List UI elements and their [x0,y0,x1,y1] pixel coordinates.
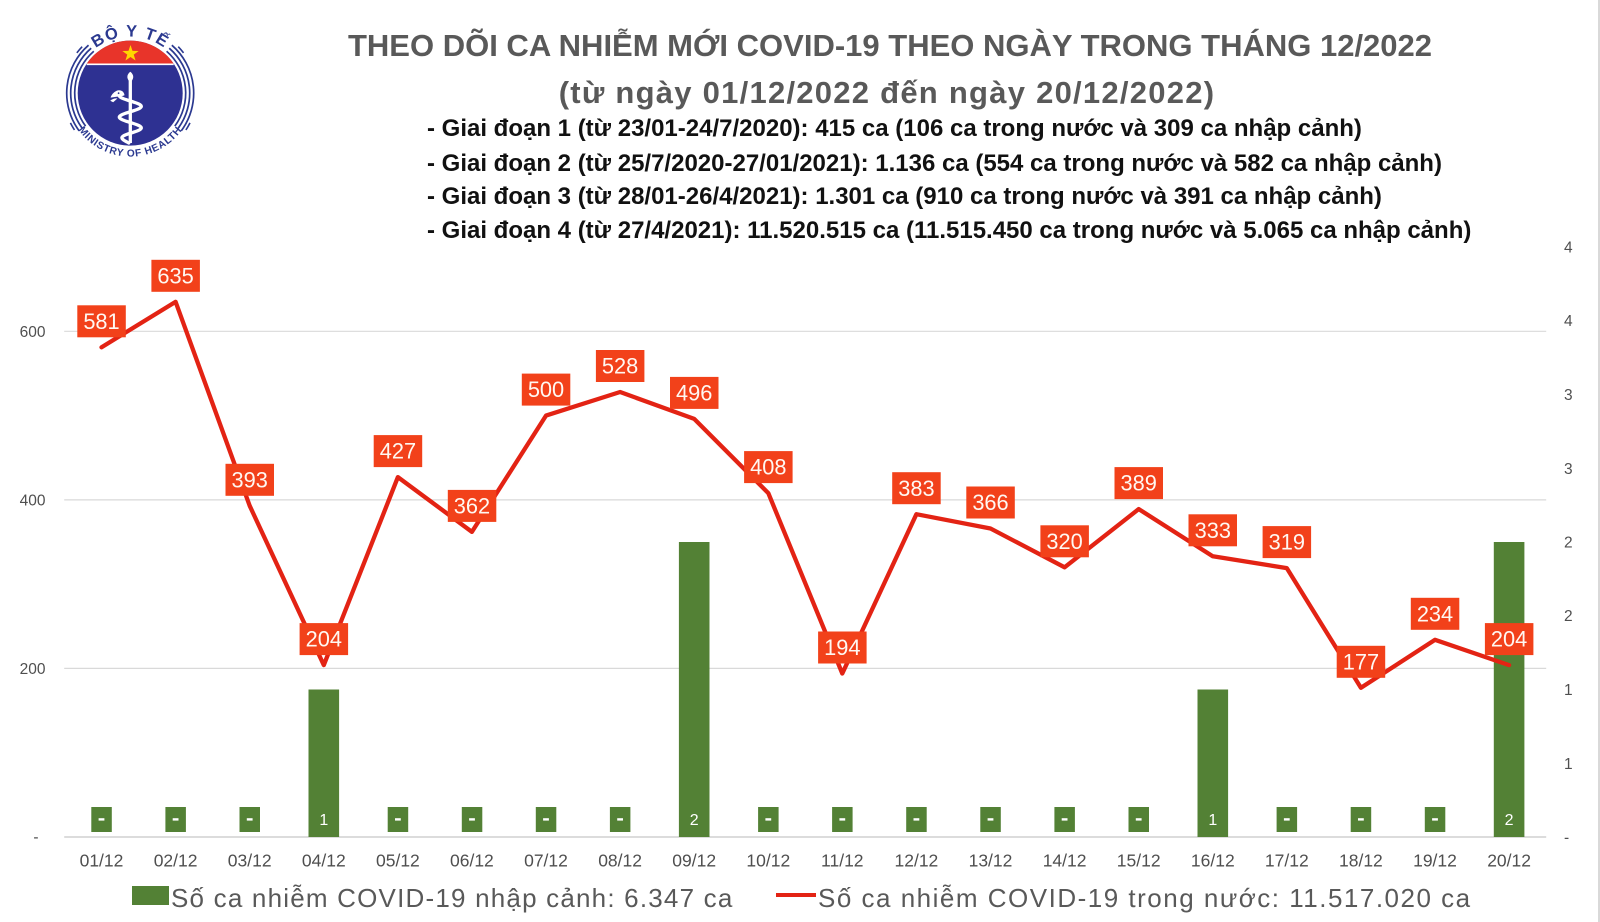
svg-text:200: 200 [20,661,46,678]
svg-text:2: 2 [1505,812,1514,829]
svg-text:528: 528 [602,354,638,379]
svg-text:07/12: 07/12 [524,851,568,871]
svg-text:12/12: 12/12 [895,851,939,871]
svg-text:1: 1 [1564,682,1573,699]
svg-text:204: 204 [306,627,342,652]
svg-text:635: 635 [157,263,193,288]
svg-text:389: 389 [1121,471,1157,496]
svg-text:177: 177 [1343,649,1379,674]
svg-text:13/12: 13/12 [969,851,1013,871]
svg-text:-: - [1564,830,1569,847]
svg-text:366: 366 [972,490,1008,515]
svg-text:1: 1 [1564,756,1573,773]
svg-text:04/12: 04/12 [302,851,346,871]
svg-text:03/12: 03/12 [228,851,272,871]
svg-text:1: 1 [319,812,328,829]
svg-text:2: 2 [690,812,699,829]
svg-text:3: 3 [1564,387,1573,404]
svg-text:320: 320 [1046,529,1082,554]
svg-text:393: 393 [232,467,268,492]
svg-text:17/12: 17/12 [1265,851,1309,871]
svg-text:14/12: 14/12 [1043,851,1087,871]
svg-text:600: 600 [20,324,46,341]
svg-text:400: 400 [20,492,46,509]
svg-text:319: 319 [1269,530,1305,555]
svg-text:10/12: 10/12 [746,851,790,871]
svg-text:194: 194 [824,635,860,660]
svg-text:4: 4 [1564,240,1573,257]
svg-text:427: 427 [380,439,416,464]
svg-text:362: 362 [454,494,490,519]
svg-text:581: 581 [83,309,119,334]
svg-text:333: 333 [1195,518,1231,543]
svg-text:16/12: 16/12 [1191,851,1235,871]
svg-text:-: - [33,829,38,846]
svg-text:204: 204 [1491,627,1527,652]
svg-text:3: 3 [1564,461,1573,478]
svg-text:08/12: 08/12 [598,851,642,871]
svg-text:383: 383 [898,476,934,501]
svg-text:05/12: 05/12 [376,851,420,871]
svg-text:2: 2 [1564,608,1573,625]
svg-text:20/12: 20/12 [1487,851,1531,871]
svg-text:496: 496 [676,381,712,406]
svg-text:2: 2 [1564,535,1573,552]
svg-text:09/12: 09/12 [672,851,716,871]
svg-text:500: 500 [528,377,564,402]
svg-text:19/12: 19/12 [1413,851,1457,871]
svg-text:06/12: 06/12 [450,851,494,871]
svg-text:1: 1 [1208,812,1217,829]
svg-text:11/12: 11/12 [821,851,864,871]
svg-text:18/12: 18/12 [1339,851,1383,871]
svg-text:01/12: 01/12 [80,851,124,871]
svg-text:02/12: 02/12 [154,851,198,871]
svg-text:15/12: 15/12 [1117,851,1161,871]
svg-text:408: 408 [750,455,786,480]
svg-text:4: 4 [1564,313,1573,330]
svg-text:234: 234 [1417,601,1453,626]
